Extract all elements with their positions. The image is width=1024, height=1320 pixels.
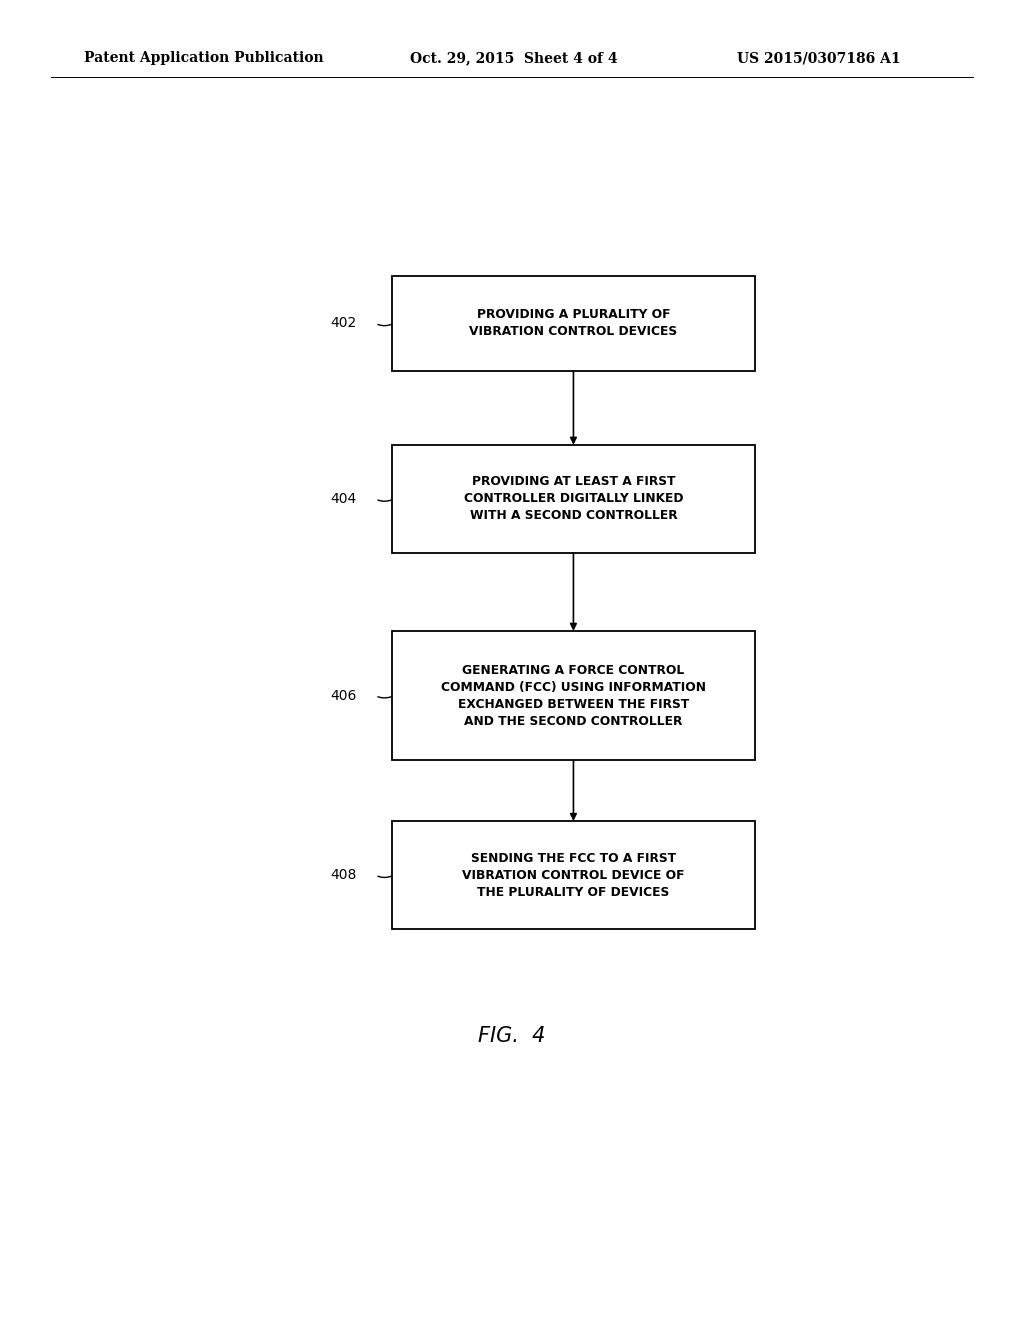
Text: Oct. 29, 2015  Sheet 4 of 4: Oct. 29, 2015 Sheet 4 of 4 xyxy=(410,51,617,65)
Text: 404: 404 xyxy=(331,492,356,506)
Bar xyxy=(392,445,756,553)
Text: PROVIDING A PLURALITY OF
VIBRATION CONTROL DEVICES: PROVIDING A PLURALITY OF VIBRATION CONTR… xyxy=(469,309,678,338)
Bar xyxy=(392,821,756,929)
Text: 406: 406 xyxy=(331,689,356,702)
Text: Patent Application Publication: Patent Application Publication xyxy=(84,51,324,65)
Text: 408: 408 xyxy=(331,869,356,882)
Bar xyxy=(392,276,756,371)
Text: FIG.  4: FIG. 4 xyxy=(478,1026,546,1047)
Bar xyxy=(392,631,756,760)
Text: US 2015/0307186 A1: US 2015/0307186 A1 xyxy=(737,51,901,65)
Text: PROVIDING AT LEAST A FIRST
CONTROLLER DIGITALLY LINKED
WITH A SECOND CONTROLLER: PROVIDING AT LEAST A FIRST CONTROLLER DI… xyxy=(464,475,683,523)
Text: 402: 402 xyxy=(331,317,356,330)
Text: SENDING THE FCC TO A FIRST
VIBRATION CONTROL DEVICE OF
THE PLURALITY OF DEVICES: SENDING THE FCC TO A FIRST VIBRATION CON… xyxy=(462,851,685,899)
Text: GENERATING A FORCE CONTROL
COMMAND (FCC) USING INFORMATION
EXCHANGED BETWEEN THE: GENERATING A FORCE CONTROL COMMAND (FCC)… xyxy=(441,664,706,727)
